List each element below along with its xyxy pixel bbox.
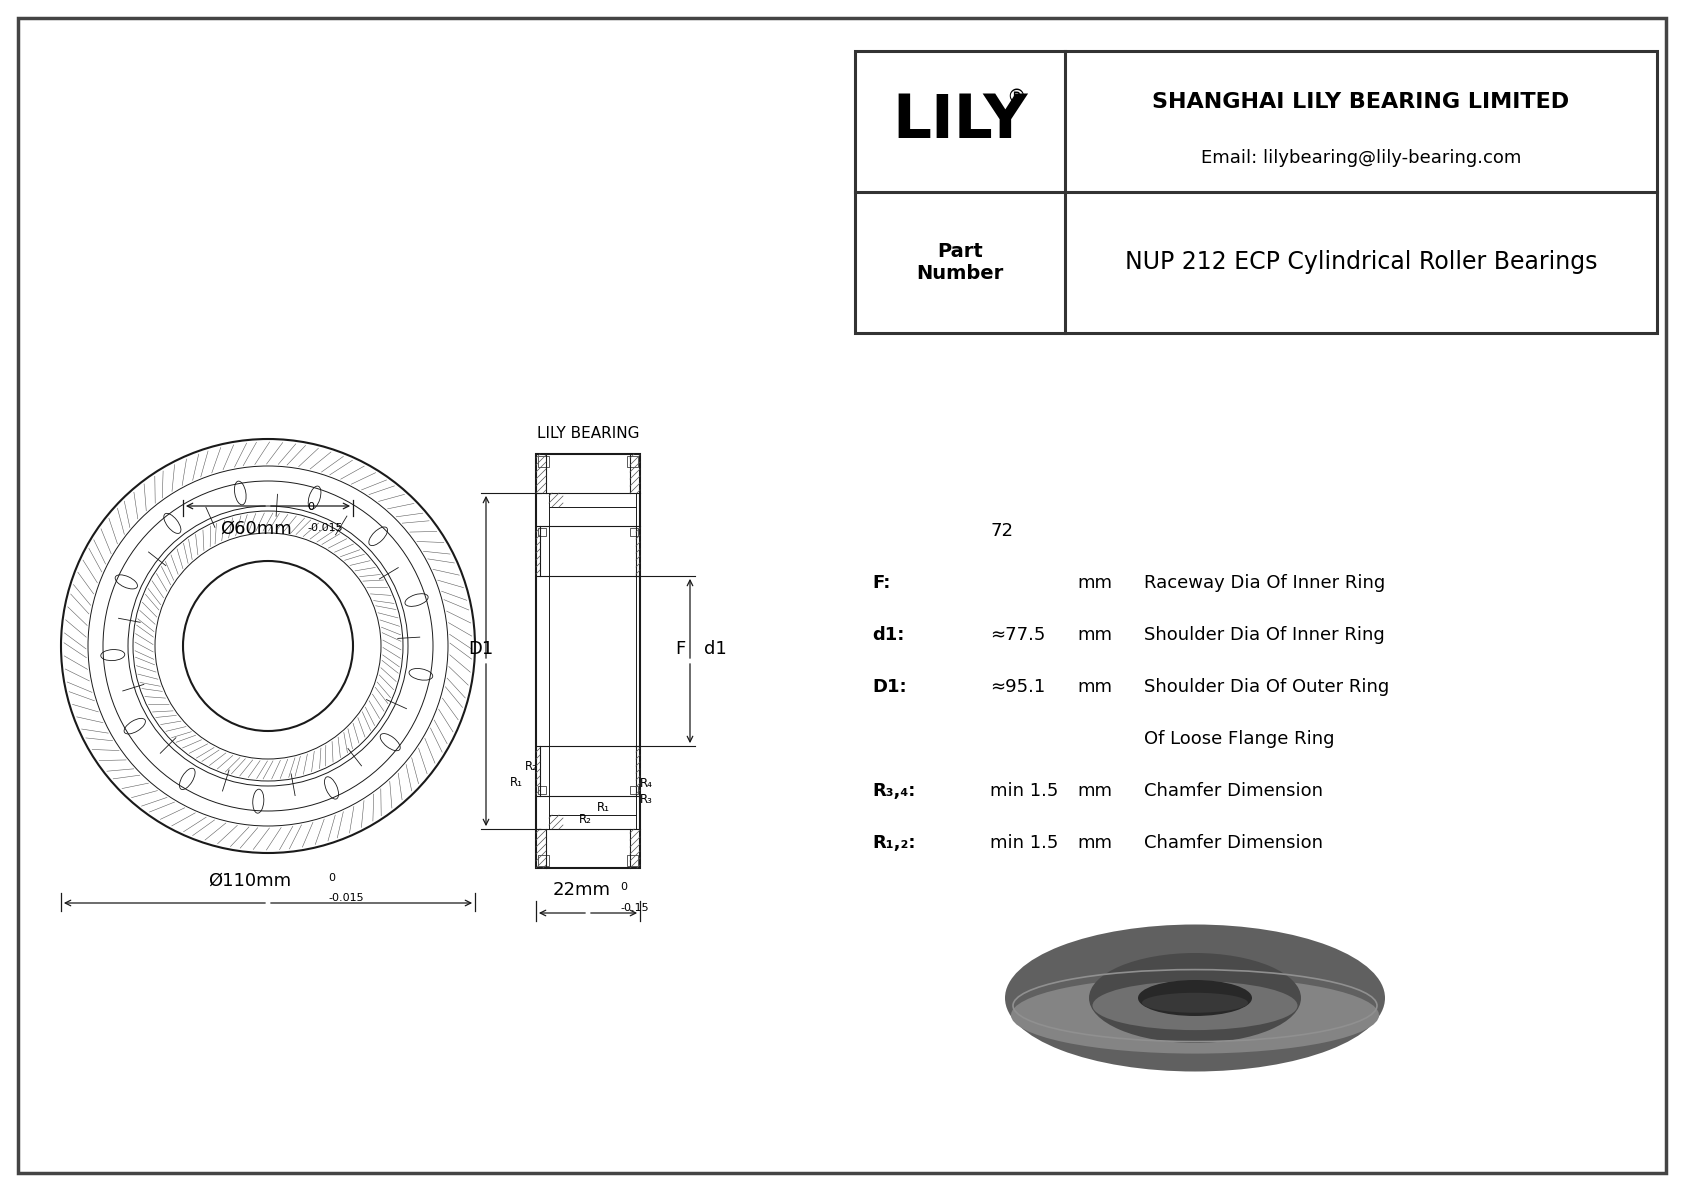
Text: Chamfer Dimension: Chamfer Dimension <box>1143 782 1324 800</box>
Text: ®: ® <box>1005 88 1026 107</box>
Text: R₁: R₁ <box>596 802 610 813</box>
Bar <box>537 456 549 467</box>
Text: mm: mm <box>1078 678 1111 696</box>
Text: Of Loose Flange Ring: Of Loose Flange Ring <box>1143 730 1334 748</box>
Text: Part
Number: Part Number <box>916 242 1004 283</box>
Text: 72: 72 <box>990 522 1014 540</box>
Bar <box>855 51 1657 333</box>
Text: R₂: R₂ <box>524 760 537 773</box>
Bar <box>549 493 637 829</box>
Ellipse shape <box>1005 924 1384 1072</box>
Bar <box>536 454 640 868</box>
Text: 22mm: 22mm <box>552 881 611 899</box>
Text: -0.015: -0.015 <box>306 523 342 534</box>
Ellipse shape <box>1093 981 1297 1030</box>
Text: Ø60mm: Ø60mm <box>221 520 291 538</box>
Text: mm: mm <box>1078 782 1111 800</box>
Text: Shoulder Dia Of Outer Ring: Shoulder Dia Of Outer Ring <box>1143 678 1389 696</box>
Ellipse shape <box>1010 977 1379 1054</box>
Text: LILY BEARING: LILY BEARING <box>537 426 640 441</box>
Text: mm: mm <box>1078 834 1111 852</box>
Text: d1: d1 <box>704 640 727 657</box>
Text: -0.15: -0.15 <box>620 903 648 913</box>
Text: NUP 212 ECP Cylindrical Roller Bearings: NUP 212 ECP Cylindrical Roller Bearings <box>1125 250 1596 274</box>
Bar <box>537 528 546 536</box>
Text: R₃: R₃ <box>640 793 653 806</box>
Text: min 1.5: min 1.5 <box>990 834 1058 852</box>
Text: R₃,₄:: R₃,₄: <box>872 782 916 800</box>
Text: 0: 0 <box>620 883 626 892</box>
Text: D1: D1 <box>468 640 493 657</box>
Text: R₁: R₁ <box>510 777 522 788</box>
Text: F:: F: <box>872 574 891 592</box>
Ellipse shape <box>1138 980 1251 1016</box>
Text: ≈77.5: ≈77.5 <box>990 626 1046 644</box>
Bar <box>626 456 638 467</box>
Text: Shoulder Dia Of Inner Ring: Shoulder Dia Of Inner Ring <box>1143 626 1384 644</box>
Text: mm: mm <box>1078 574 1111 592</box>
Text: R₂: R₂ <box>579 813 591 827</box>
Text: Email: lilybearing@lily-bearing.com: Email: lilybearing@lily-bearing.com <box>1201 149 1521 167</box>
Ellipse shape <box>1142 993 1248 1012</box>
Bar <box>630 786 638 794</box>
Text: R₁,₂:: R₁,₂: <box>872 834 916 852</box>
Text: mm: mm <box>1078 626 1111 644</box>
Bar <box>537 855 549 866</box>
Text: 0: 0 <box>306 501 313 512</box>
Text: D1:: D1: <box>872 678 906 696</box>
Text: F: F <box>675 640 685 657</box>
Text: -0.015: -0.015 <box>328 893 364 903</box>
Text: Ø110mm: Ø110mm <box>209 872 291 890</box>
Text: Chamfer Dimension: Chamfer Dimension <box>1143 834 1324 852</box>
Bar <box>626 855 638 866</box>
Text: Raceway Dia Of Inner Ring: Raceway Dia Of Inner Ring <box>1143 574 1386 592</box>
Bar <box>537 786 546 794</box>
Text: SHANGHAI LILY BEARING LIMITED: SHANGHAI LILY BEARING LIMITED <box>1152 92 1569 112</box>
Text: LILY: LILY <box>893 92 1027 151</box>
Bar <box>630 528 638 536</box>
Ellipse shape <box>1090 953 1302 1043</box>
Text: R₄: R₄ <box>640 777 653 790</box>
Text: ≈95.1: ≈95.1 <box>990 678 1046 696</box>
Text: d1:: d1: <box>872 626 904 644</box>
Text: 0: 0 <box>328 873 335 883</box>
Text: min 1.5: min 1.5 <box>990 782 1058 800</box>
